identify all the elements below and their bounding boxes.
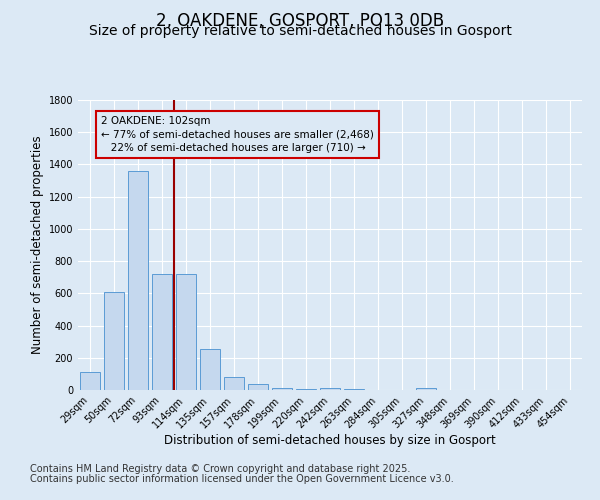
X-axis label: Distribution of semi-detached houses by size in Gosport: Distribution of semi-detached houses by … [164, 434, 496, 447]
Bar [272, 388, 292, 390]
Bar [224, 377, 244, 390]
Text: Contains HM Land Registry data © Crown copyright and database right 2025.: Contains HM Land Registry data © Crown c… [30, 464, 410, 474]
Text: 2, OAKDENE, GOSPORT, PO13 0DB: 2, OAKDENE, GOSPORT, PO13 0DB [156, 12, 444, 30]
Bar [128, 171, 148, 390]
Bar [200, 349, 220, 390]
Bar [104, 292, 124, 390]
Bar [152, 274, 172, 390]
Text: Size of property relative to semi-detached houses in Gosport: Size of property relative to semi-detach… [89, 24, 511, 38]
Bar [320, 388, 340, 390]
Text: 2 OAKDENE: 102sqm
← 77% of semi-detached houses are smaller (2,468)
   22% of se: 2 OAKDENE: 102sqm ← 77% of semi-detached… [101, 116, 374, 152]
Bar [416, 388, 436, 390]
Text: Contains public sector information licensed under the Open Government Licence v3: Contains public sector information licen… [30, 474, 454, 484]
Bar [176, 274, 196, 390]
Bar [80, 372, 100, 390]
Bar [248, 384, 268, 390]
Y-axis label: Number of semi-detached properties: Number of semi-detached properties [31, 136, 44, 354]
Bar [296, 389, 316, 390]
Bar [344, 389, 364, 390]
